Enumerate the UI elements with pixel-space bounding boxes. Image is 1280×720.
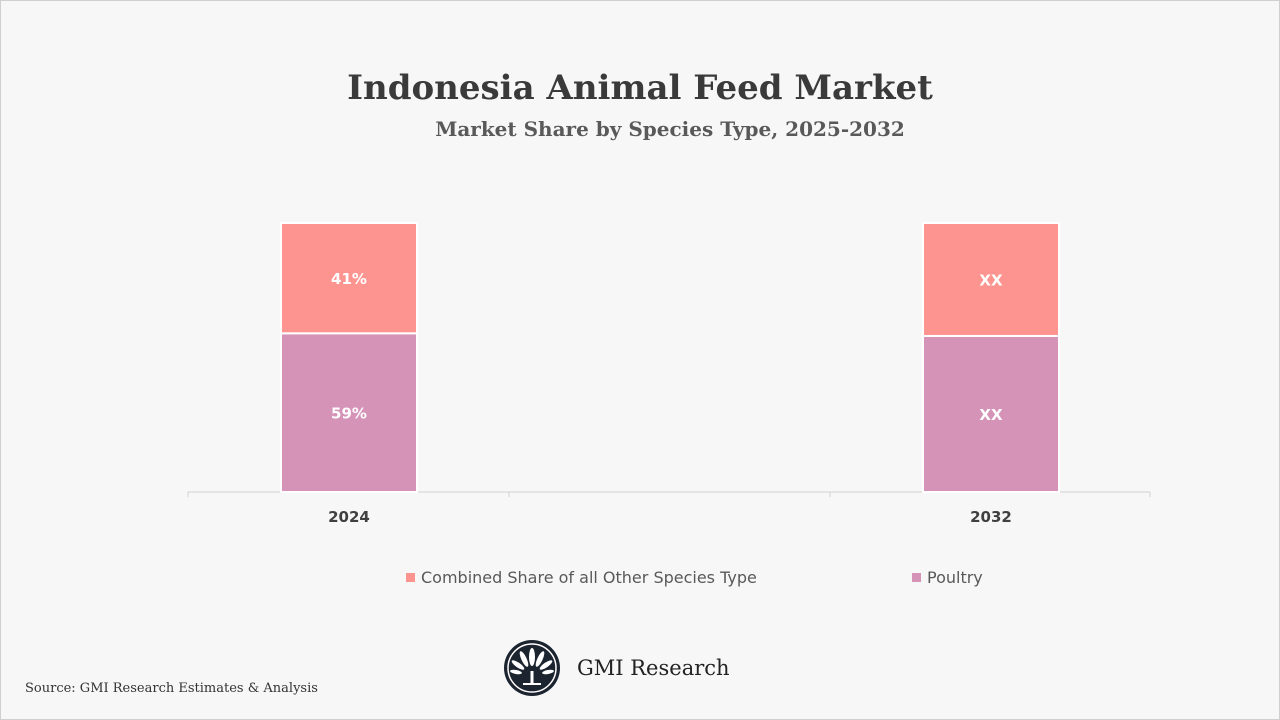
- brand-name: GMI Research: [577, 656, 730, 680]
- bar-other-2024: [280, 222, 418, 335]
- legend-item-poultry: Poultry: [912, 568, 983, 587]
- legend-label-poultry: Poultry: [927, 568, 983, 587]
- data-label: XX: [979, 406, 1003, 424]
- bar-poultry-2032: [922, 334, 1060, 494]
- source-note: Source: GMI Research Estimates & Analysi…: [25, 681, 318, 696]
- data-label: 59%: [331, 405, 367, 423]
- legend-label-other: Combined Share of all Other Species Type: [421, 568, 757, 587]
- data-label: 41%: [331, 270, 367, 288]
- x-tick-label: 2024: [328, 508, 370, 526]
- legend-item-other: Combined Share of all Other Species Type: [406, 568, 757, 587]
- chart-title: Indonesia Animal Feed Market: [347, 68, 933, 108]
- bar-poultry-2024: [280, 332, 418, 494]
- x-tick-label: 2032: [970, 508, 1012, 526]
- gmi-logo-icon: [504, 640, 560, 696]
- bar-other-2032: [922, 222, 1060, 337]
- legend-swatch-other: [406, 573, 415, 582]
- data-label: XX: [979, 271, 1003, 289]
- legend-swatch-poultry: [912, 573, 921, 582]
- chart-subtitle: Market Share by Species Type, 2025-2032: [435, 117, 905, 141]
